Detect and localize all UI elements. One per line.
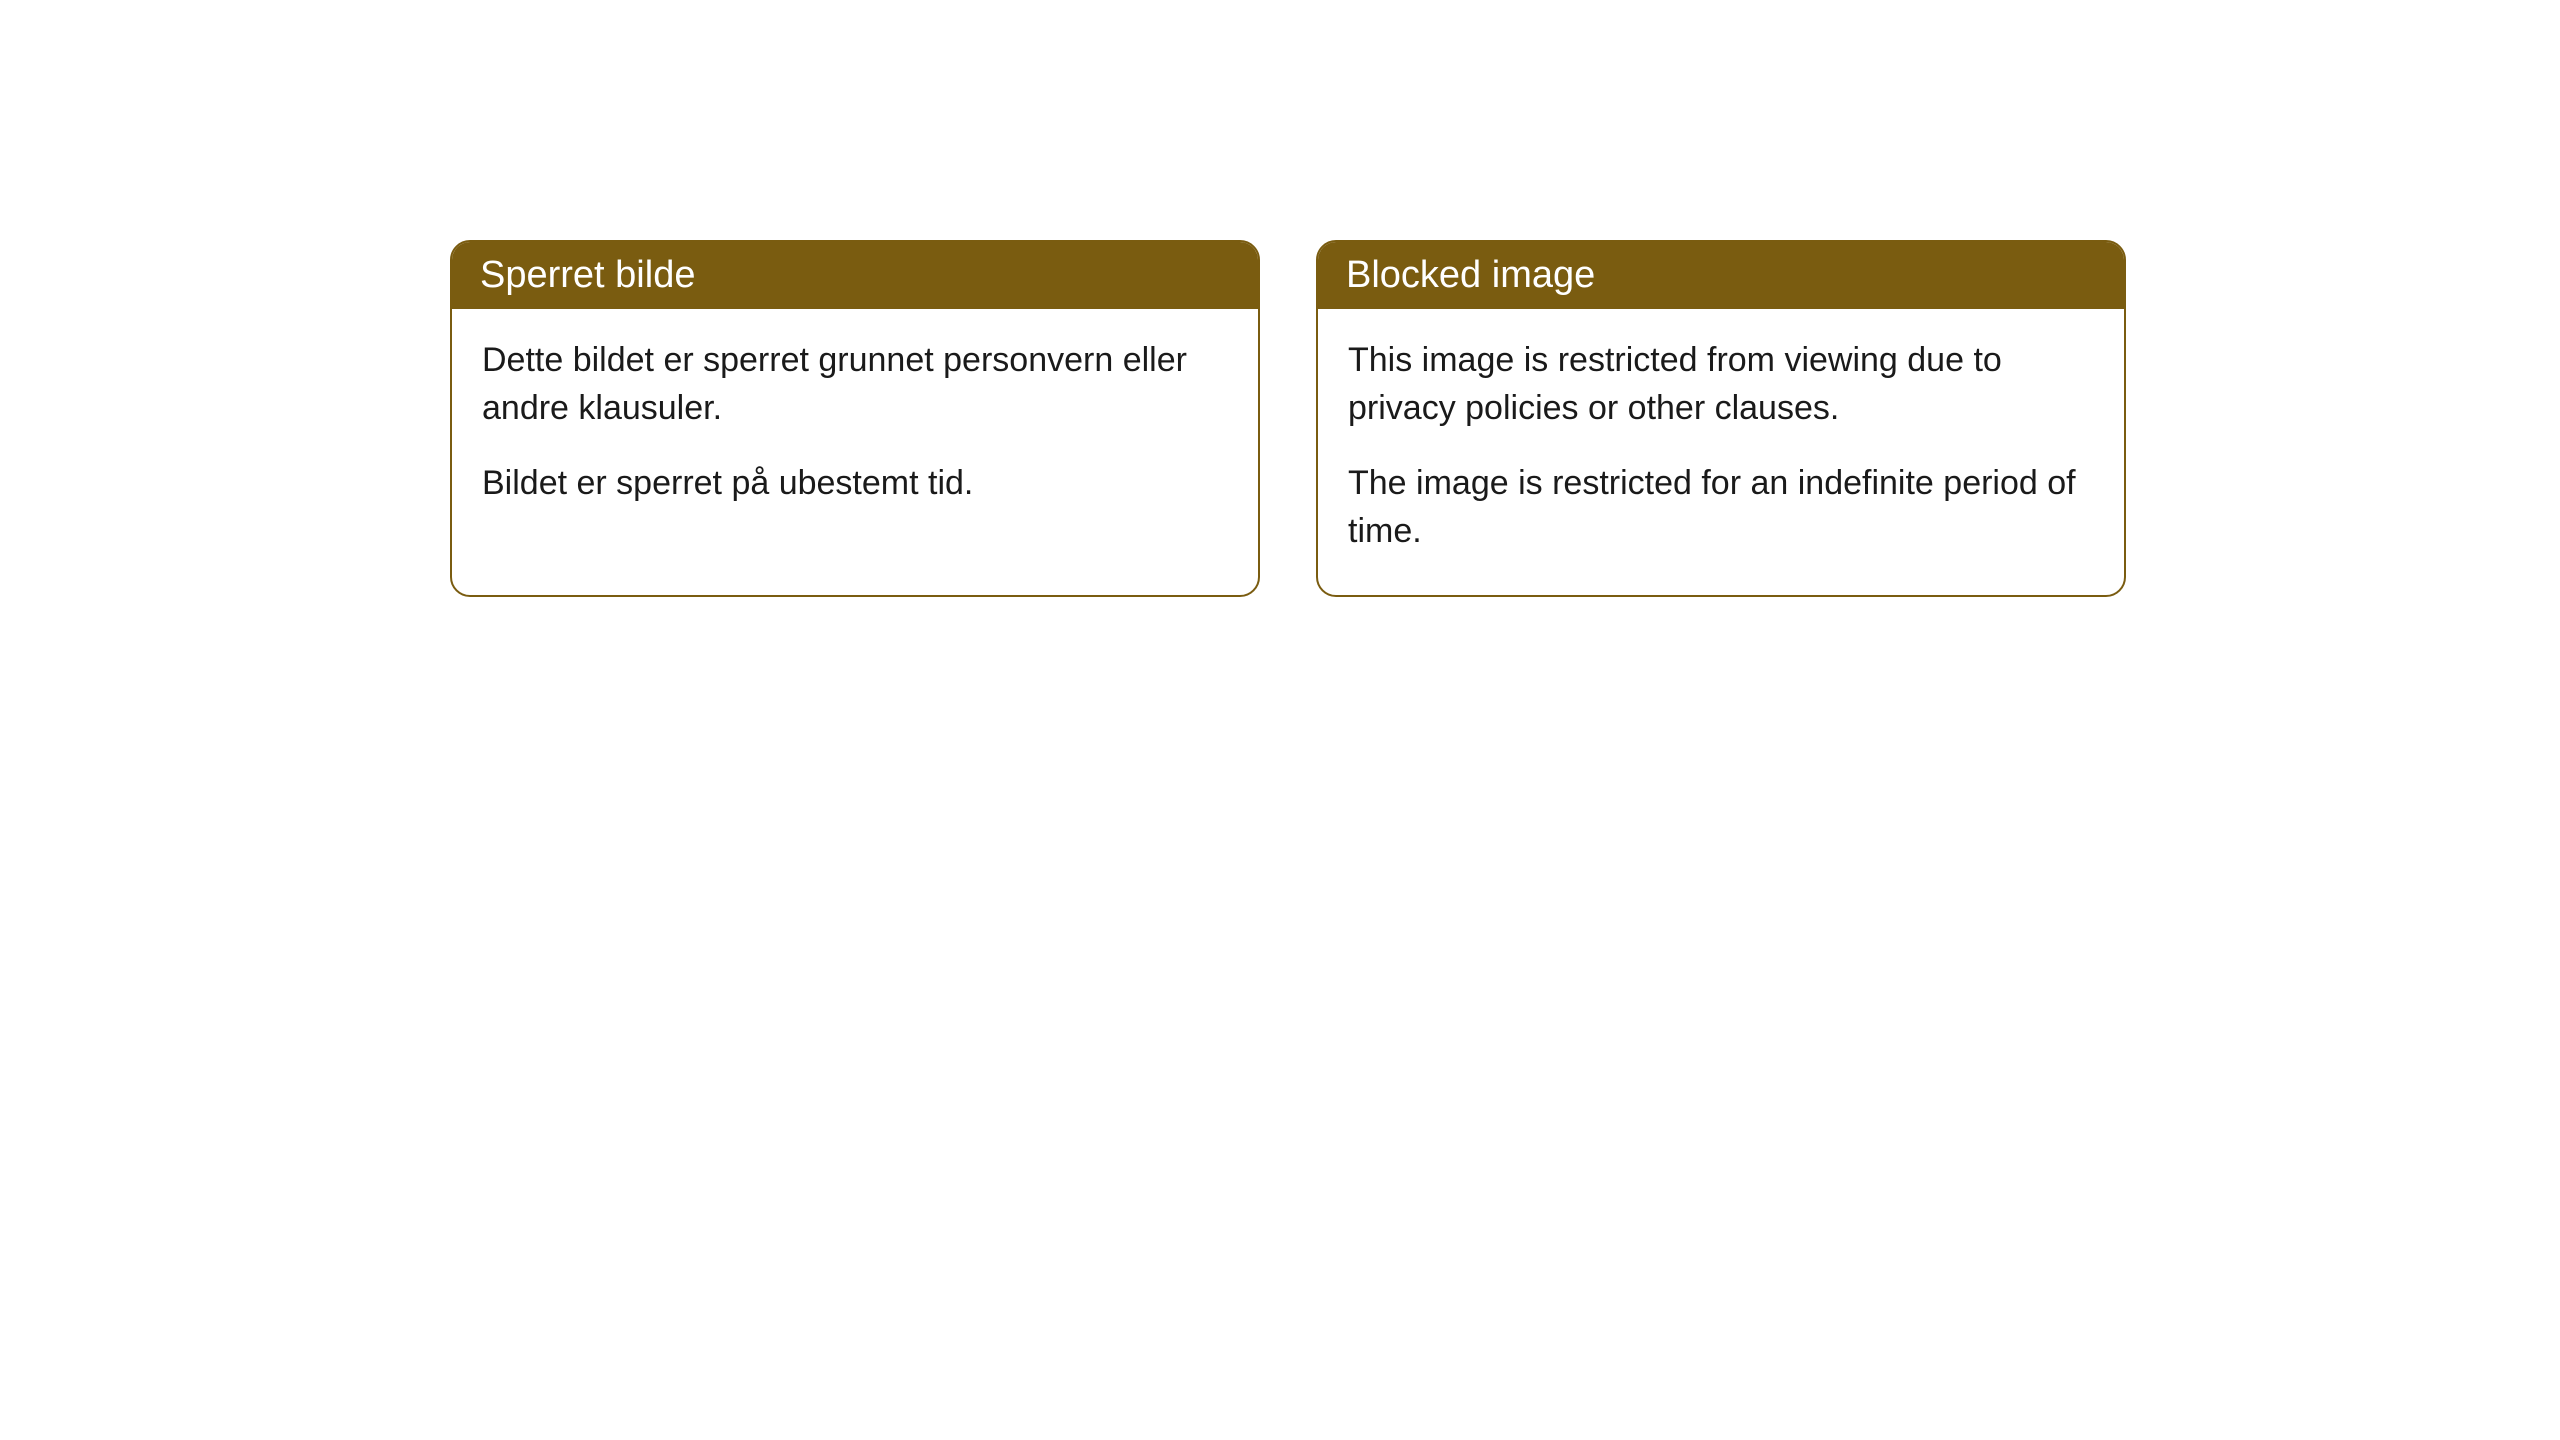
message-cards-container: Sperret bilde Dette bildet er sperret gr… — [450, 240, 2126, 597]
card-body-norwegian: Dette bildet er sperret grunnet personve… — [452, 309, 1258, 548]
blocked-image-card-english: Blocked image This image is restricted f… — [1316, 240, 2126, 597]
card-text-line1: This image is restricted from viewing du… — [1348, 337, 2094, 432]
card-text-line1: Dette bildet er sperret grunnet personve… — [482, 337, 1228, 432]
card-title: Blocked image — [1346, 254, 1595, 296]
card-text-line2: The image is restricted for an indefinit… — [1348, 460, 2094, 555]
card-header-english: Blocked image — [1318, 242, 2124, 309]
card-title: Sperret bilde — [480, 254, 695, 296]
card-text-line2: Bildet er sperret på ubestemt tid. — [482, 460, 1228, 508]
card-body-english: This image is restricted from viewing du… — [1318, 309, 2124, 595]
blocked-image-card-norwegian: Sperret bilde Dette bildet er sperret gr… — [450, 240, 1260, 597]
card-header-norwegian: Sperret bilde — [452, 242, 1258, 309]
